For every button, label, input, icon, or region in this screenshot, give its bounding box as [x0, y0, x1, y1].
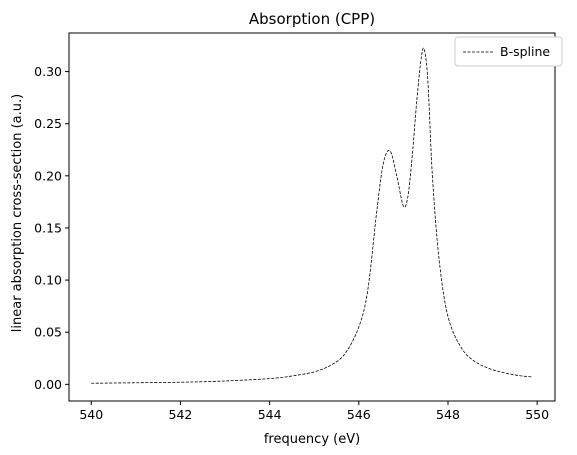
y-tick-label-2: 0.10	[34, 273, 62, 288]
x-tick-label-550: 550	[525, 407, 549, 422]
y-tick-label-6: 0.30	[34, 64, 62, 79]
y-tick-label-1: 0.05	[34, 325, 62, 340]
x-tick-label-542: 542	[169, 407, 193, 422]
legend: B-spline	[454, 36, 563, 67]
plot-area: 540 542 544 546 548 550 0.00 0.05 0.10 0.15 0.20 0.…	[34, 32, 556, 422]
x-tick-label-548: 548	[436, 407, 460, 422]
x-axis-label: frequency (eV)	[264, 432, 360, 447]
legend-box	[454, 36, 563, 67]
y-axis-label: linear absorption cross-section (a.u.)	[10, 94, 25, 332]
chart-title: Absorption (CPP)	[249, 10, 375, 28]
series-line-b-spline	[91, 47, 533, 384]
axes-frame	[68, 32, 556, 402]
y-tick-label-4: 0.20	[34, 168, 62, 183]
x-tick-label-544: 544	[258, 407, 282, 422]
y-tick-label-0: 0.00	[34, 377, 62, 392]
legend-label-b-spline: B-spline	[500, 44, 550, 59]
x-tick-label-546: 546	[347, 407, 371, 422]
x-tick-label-540: 540	[79, 407, 103, 422]
y-tick-label-3: 0.15	[34, 220, 62, 235]
y-tick-label-5: 0.25	[34, 116, 62, 131]
